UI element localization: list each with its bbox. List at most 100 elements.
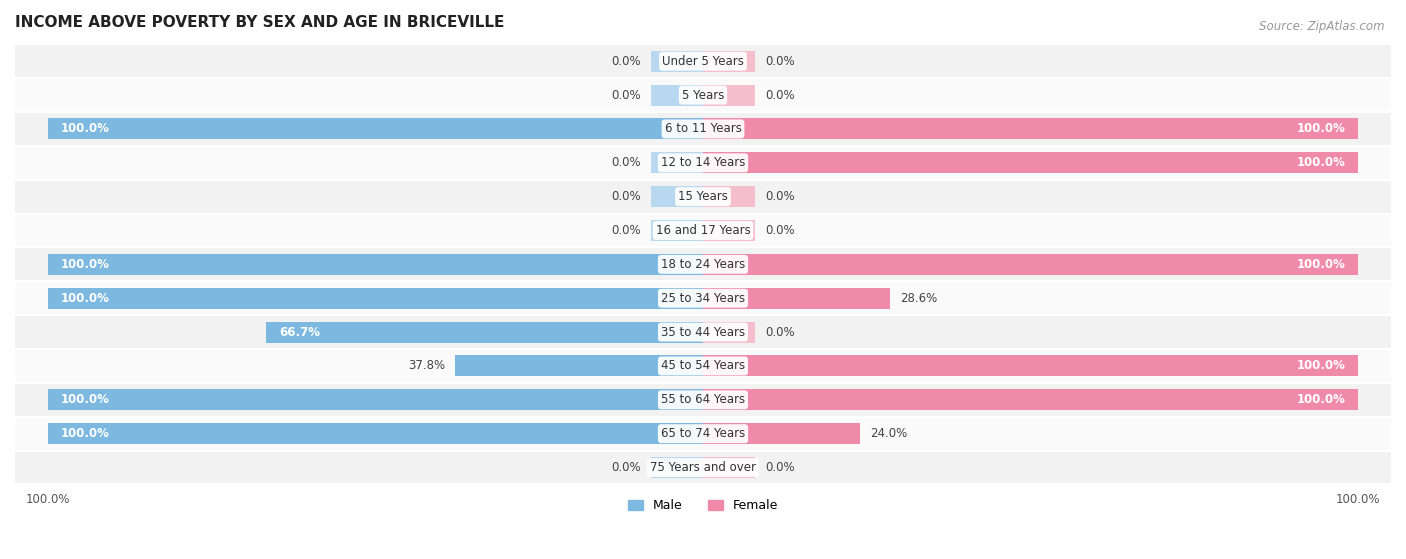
Bar xyxy=(703,321,755,343)
Bar xyxy=(703,152,1358,173)
Bar xyxy=(703,51,755,72)
Text: 37.8%: 37.8% xyxy=(408,359,446,372)
Bar xyxy=(703,423,755,444)
Text: 0.0%: 0.0% xyxy=(612,157,641,169)
Bar xyxy=(15,44,1391,78)
Bar xyxy=(703,152,755,173)
Text: 0.0%: 0.0% xyxy=(765,190,794,203)
Bar xyxy=(703,186,755,207)
Text: 55 to 64 Years: 55 to 64 Years xyxy=(661,394,745,406)
Bar xyxy=(703,220,755,241)
Bar xyxy=(703,254,1358,275)
Bar xyxy=(703,119,1358,139)
Bar xyxy=(651,119,703,139)
Bar xyxy=(48,423,703,444)
Bar xyxy=(703,288,890,309)
Bar xyxy=(651,51,703,72)
Text: 25 to 34 Years: 25 to 34 Years xyxy=(661,292,745,305)
Text: 100.0%: 100.0% xyxy=(60,427,110,440)
Text: 28.6%: 28.6% xyxy=(900,292,938,305)
Bar xyxy=(48,389,703,410)
Text: 6 to 11 Years: 6 to 11 Years xyxy=(665,122,741,135)
Bar xyxy=(651,186,703,207)
Text: 0.0%: 0.0% xyxy=(765,461,794,474)
Text: 0.0%: 0.0% xyxy=(612,224,641,237)
Text: 0.0%: 0.0% xyxy=(765,55,794,68)
Bar xyxy=(703,356,1358,376)
Bar xyxy=(456,356,703,376)
Bar xyxy=(651,389,703,410)
Text: 45 to 54 Years: 45 to 54 Years xyxy=(661,359,745,372)
Text: 16 and 17 Years: 16 and 17 Years xyxy=(655,224,751,237)
Text: 100.0%: 100.0% xyxy=(60,394,110,406)
Bar xyxy=(48,254,703,275)
Text: 100.0%: 100.0% xyxy=(1296,157,1346,169)
Text: 66.7%: 66.7% xyxy=(278,325,321,339)
Bar xyxy=(15,112,1391,146)
Bar xyxy=(15,281,1391,315)
Bar xyxy=(703,389,755,410)
Text: 0.0%: 0.0% xyxy=(765,88,794,102)
Bar xyxy=(703,51,755,72)
Legend: Male, Female: Male, Female xyxy=(623,494,783,518)
Bar xyxy=(703,457,755,478)
Bar xyxy=(15,383,1391,417)
Text: 15 Years: 15 Years xyxy=(678,190,728,203)
Text: 0.0%: 0.0% xyxy=(612,461,641,474)
Text: 75 Years and over: 75 Years and over xyxy=(650,461,756,474)
Bar xyxy=(15,180,1391,214)
Text: 0.0%: 0.0% xyxy=(612,88,641,102)
Text: 100.0%: 100.0% xyxy=(1296,258,1346,271)
Bar xyxy=(651,152,703,173)
Text: INCOME ABOVE POVERTY BY SEX AND AGE IN BRICEVILLE: INCOME ABOVE POVERTY BY SEX AND AGE IN B… xyxy=(15,15,505,30)
Bar xyxy=(651,84,703,106)
Text: 100.0%: 100.0% xyxy=(1296,122,1346,135)
Bar xyxy=(703,84,755,106)
Bar xyxy=(266,321,703,343)
Bar xyxy=(651,51,703,72)
Bar xyxy=(703,423,860,444)
Bar xyxy=(15,349,1391,383)
Text: 65 to 74 Years: 65 to 74 Years xyxy=(661,427,745,440)
Bar xyxy=(15,417,1391,451)
Bar xyxy=(48,119,703,139)
Bar xyxy=(651,457,703,478)
Bar xyxy=(651,186,703,207)
Bar xyxy=(703,220,755,241)
Text: 0.0%: 0.0% xyxy=(765,224,794,237)
Text: 35 to 44 Years: 35 to 44 Years xyxy=(661,325,745,339)
Bar xyxy=(48,288,703,309)
Text: 100.0%: 100.0% xyxy=(60,122,110,135)
Bar xyxy=(703,457,755,478)
Text: Source: ZipAtlas.com: Source: ZipAtlas.com xyxy=(1260,20,1385,32)
Bar xyxy=(651,220,703,241)
Bar xyxy=(15,146,1391,180)
Bar xyxy=(15,315,1391,349)
Bar xyxy=(15,451,1391,485)
Bar xyxy=(651,288,703,309)
Bar xyxy=(703,288,755,309)
Text: 100.0%: 100.0% xyxy=(1296,394,1346,406)
Text: Under 5 Years: Under 5 Years xyxy=(662,55,744,68)
Bar xyxy=(651,356,703,376)
Text: 18 to 24 Years: 18 to 24 Years xyxy=(661,258,745,271)
Bar xyxy=(703,186,755,207)
Bar xyxy=(651,152,703,173)
Bar xyxy=(703,119,755,139)
Text: 100.0%: 100.0% xyxy=(60,258,110,271)
Text: 24.0%: 24.0% xyxy=(870,427,907,440)
Bar xyxy=(703,84,755,106)
Bar xyxy=(15,214,1391,248)
Bar xyxy=(15,78,1391,112)
Bar xyxy=(651,321,703,343)
Text: 100.0%: 100.0% xyxy=(1296,359,1346,372)
Bar xyxy=(651,84,703,106)
Bar xyxy=(651,423,703,444)
Text: 12 to 14 Years: 12 to 14 Years xyxy=(661,157,745,169)
Text: 0.0%: 0.0% xyxy=(765,325,794,339)
Bar xyxy=(703,389,1358,410)
Bar xyxy=(15,248,1391,281)
Bar xyxy=(651,254,703,275)
Bar xyxy=(703,356,755,376)
Bar xyxy=(703,254,755,275)
